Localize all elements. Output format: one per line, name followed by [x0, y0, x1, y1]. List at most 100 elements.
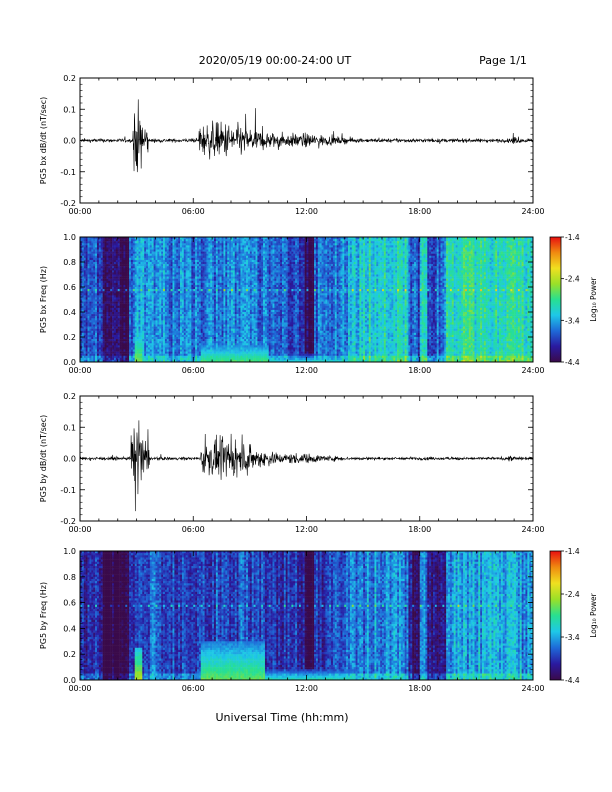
heatmap-cell	[96, 359, 100, 363]
heatmap-cell	[202, 357, 205, 361]
heatmap-cell	[217, 259, 220, 263]
heatmap-cell	[206, 341, 209, 344]
heatmap-cell	[197, 299, 200, 302]
heatmap-cell	[183, 266, 186, 269]
heatmap-cell	[193, 280, 196, 284]
heatmap-cell	[80, 299, 83, 302]
heatmap-cell	[217, 305, 220, 309]
heatmap-cell	[142, 328, 145, 331]
heatmap-cell	[225, 270, 228, 273]
heatmap-cell	[181, 320, 185, 323]
heatmap-cell	[85, 326, 88, 329]
heatmap-cell	[144, 253, 147, 256]
heatmap-cell	[151, 322, 154, 325]
heatmap-cell	[91, 237, 94, 240]
heatmap-cell	[149, 295, 152, 298]
heatmap-cell	[219, 318, 222, 321]
heatmap-cell	[121, 245, 124, 248]
heatmap-cell	[183, 293, 186, 296]
heatmap-cell	[147, 307, 151, 311]
heatmap-cell	[155, 355, 158, 359]
heatmap-cell	[147, 334, 151, 338]
heatmap-cell	[104, 276, 107, 279]
heatmap-cell	[112, 359, 115, 363]
heatmap-cell	[81, 299, 85, 302]
heatmap-cell	[87, 320, 90, 323]
heatmap-cell	[91, 272, 94, 275]
heatmap-cell	[87, 245, 90, 248]
heatmap-cell	[147, 332, 151, 336]
heatmap-cell	[174, 320, 177, 323]
heatmap-cell	[85, 251, 88, 254]
heatmap-cell	[206, 293, 209, 296]
heatmap-cell	[104, 334, 107, 338]
heatmap-cell	[189, 301, 192, 304]
heatmap-cell	[95, 262, 98, 265]
heatmap-cell	[225, 259, 228, 263]
heatmap-cell	[153, 249, 156, 252]
heatmap-cell	[172, 264, 175, 267]
heatmap-cell	[206, 247, 209, 250]
heatmap-cell	[121, 276, 124, 279]
heatmap-cell	[198, 274, 202, 277]
heatmap-cell	[221, 264, 224, 267]
heatmap-cell	[100, 322, 103, 325]
heatmap-cell	[106, 332, 109, 336]
heatmap-cell	[208, 305, 211, 309]
heatmap-cell	[130, 289, 134, 292]
heatmap-cell	[223, 320, 226, 323]
heatmap-cell	[96, 357, 100, 361]
heatmap-cell	[221, 318, 224, 321]
heatmap-cell	[140, 280, 143, 284]
heatmap-cell	[227, 320, 230, 323]
heatmap-cell	[232, 270, 236, 273]
heatmap-cell	[176, 262, 179, 265]
heatmap-cell	[102, 339, 105, 342]
heatmap-cell	[81, 243, 85, 246]
heatmap-cell	[147, 303, 151, 306]
heatmap-cell	[96, 259, 100, 263]
heatmap-cell	[125, 237, 128, 240]
heatmap-cell	[229, 332, 232, 336]
heatmap-cell	[181, 278, 185, 281]
heatmap-cell	[117, 284, 120, 288]
heatmap-cell	[144, 341, 147, 344]
heatmap-cell	[223, 264, 226, 267]
heatmap-cell	[142, 314, 145, 317]
heatmap-cell	[147, 301, 151, 304]
heatmap-cell	[110, 341, 113, 344]
heatmap-cell	[214, 309, 217, 313]
heatmap-cell	[81, 251, 85, 254]
heatmap-cell	[112, 266, 115, 269]
heatmap-cell	[125, 239, 128, 242]
heatmap-cell	[134, 249, 137, 252]
heatmap-cell	[200, 253, 203, 256]
heatmap-cell	[198, 322, 202, 325]
heatmap-cell	[121, 341, 124, 344]
heatmap-cell	[96, 243, 100, 246]
heatmap-cell	[108, 272, 111, 275]
heatmap-cell	[121, 262, 124, 265]
heatmap-cell	[217, 270, 220, 273]
heatmap-cell	[113, 293, 117, 296]
heatmap-cell	[119, 282, 122, 286]
heatmap-cell	[217, 237, 220, 240]
heatmap-cell	[130, 276, 134, 279]
heatmap-cell	[89, 309, 92, 313]
heatmap-cell	[100, 257, 103, 261]
heatmap-cell	[157, 280, 160, 284]
heatmap-cell	[206, 287, 209, 290]
heatmap-cell	[198, 355, 202, 359]
heatmap-cell	[206, 291, 209, 294]
heatmap-cell	[174, 270, 177, 273]
heatmap-cell	[163, 326, 166, 329]
heatmap-cell	[180, 326, 183, 329]
heatmap-cell	[117, 291, 120, 294]
heatmap-cell	[225, 278, 228, 281]
heatmap-cell	[127, 316, 130, 319]
heatmap-cell	[123, 322, 126, 325]
heatmap-cell	[217, 341, 220, 344]
heatmap-cell	[227, 341, 230, 344]
heatmap-cell	[102, 293, 105, 296]
heatmap-cell	[183, 243, 186, 246]
